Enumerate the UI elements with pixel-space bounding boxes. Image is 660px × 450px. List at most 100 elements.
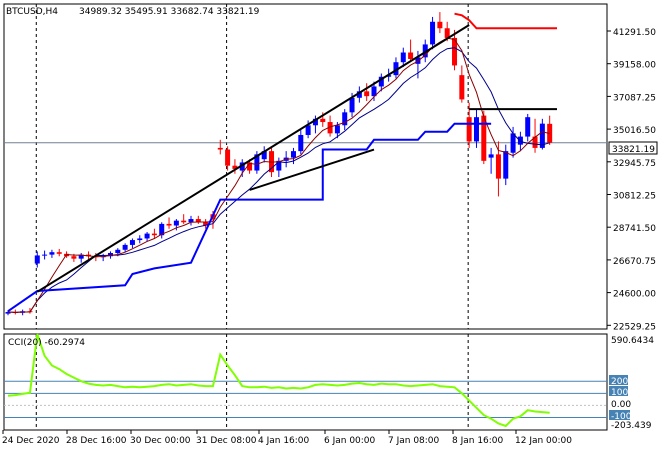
- candle-body: [305, 125, 311, 135]
- time-tick-label: 8 Jan 16:00: [452, 436, 504, 446]
- candle-body: [107, 253, 113, 257]
- level-0-label: 0.00: [611, 400, 631, 410]
- candle-body: [254, 154, 260, 171]
- candle-body: [151, 233, 157, 236]
- candle-body: [5, 312, 11, 314]
- time-tick-label: 31 Dec 08:00: [196, 436, 257, 446]
- candle-body: [356, 91, 362, 98]
- candle-body: [342, 112, 348, 126]
- candle-body: [115, 249, 121, 254]
- current-price-tag: [608, 141, 658, 155]
- candle-body: [459, 75, 465, 100]
- candle-body: [378, 76, 384, 87]
- candle-body: [349, 97, 355, 113]
- candle-body: [312, 118, 318, 126]
- candle-body: [430, 21, 436, 45]
- candle-body: [195, 219, 201, 223]
- price-grid: [4, 4, 607, 329]
- level-200-label: 200: [611, 377, 628, 387]
- candle-body: [34, 255, 40, 264]
- cci-line: [7, 333, 550, 428]
- time-tick-label: 12 Jan 00:00: [515, 436, 572, 446]
- candle-body: [525, 117, 531, 137]
- level-100-tag: [609, 386, 628, 396]
- price-tick-label: 28741.50: [613, 224, 656, 234]
- candle-body: [495, 154, 501, 179]
- candle-body: [517, 136, 523, 145]
- candle-body: [371, 86, 377, 97]
- candle-body: [539, 123, 545, 148]
- candle-body: [78, 254, 84, 259]
- candle-body: [49, 252, 55, 255]
- time-tick-label: 30 Dec 00:00: [130, 436, 191, 446]
- candle-body: [298, 134, 304, 152]
- price-tick-label: 41291.50: [613, 28, 656, 38]
- level-minus100-tag: [609, 410, 630, 420]
- candle-body: [203, 222, 209, 226]
- candle-body: [71, 256, 77, 259]
- current-price-label: 33821.19: [612, 145, 655, 155]
- candle-body: [217, 147, 223, 150]
- cci-min-label: -203.439: [611, 421, 652, 431]
- candle-body: [181, 220, 187, 223]
- candle-body: [481, 115, 487, 161]
- candle-body: [452, 37, 458, 66]
- time-tick-label: 4 Jan 16:00: [258, 436, 310, 446]
- candle-body: [247, 162, 253, 171]
- price-tick-label: 39158.00: [613, 61, 656, 71]
- candle-body: [532, 136, 538, 148]
- candle-body: [232, 165, 238, 169]
- price-tick-label: 30812.25: [613, 192, 656, 202]
- candle-body: [261, 151, 267, 160]
- resistance-step-line: [454, 12, 557, 30]
- candle-body: [334, 125, 340, 134]
- time-tick-label: 28 Dec 16:00: [66, 436, 127, 446]
- candle-body: [290, 151, 296, 158]
- candle-body: [488, 154, 494, 158]
- candle-body: [503, 151, 509, 179]
- trendline-2: [249, 148, 375, 191]
- symbol-label: BTCUSD,H4: [6, 7, 58, 17]
- price-tick-label: 32945.75: [613, 159, 656, 169]
- level-minus100-label: -100: [611, 412, 632, 422]
- candle-body: [473, 117, 479, 142]
- cci-max-label: 590.6434: [611, 336, 654, 346]
- candle-body: [510, 133, 516, 153]
- candle-body: [320, 118, 326, 123]
- fast-ma-line: [7, 37, 550, 313]
- candle-body: [466, 117, 472, 142]
- price-tick-label: 37087.25: [613, 93, 656, 103]
- candle-body: [159, 223, 165, 236]
- indicator-grid: [4, 334, 607, 430]
- candle-body: [408, 52, 414, 59]
- time-axis: 24 Dec 2020 28 Dec 16:00 30 Dec 00:00 31 De…: [2, 430, 572, 446]
- indicator-panel[interactable]: [3, 333, 608, 431]
- price-tick-label: 24600.00: [613, 290, 656, 300]
- candle-body: [129, 240, 135, 245]
- cci-label: CCI(20) -60.2974: [8, 338, 85, 348]
- price-tick-label: 22529.25: [613, 322, 656, 332]
- overlays-layer: [7, 12, 557, 313]
- candle-body: [422, 44, 428, 58]
- candle-body: [327, 122, 333, 134]
- candle-body: [393, 62, 399, 76]
- ohlc-label: 34989.32 35495.91 33682.74 33821.19: [79, 7, 260, 17]
- candle-body: [173, 220, 179, 226]
- price-panel[interactable]: [3, 3, 608, 330]
- price-axis: 41291.50 39158.00 37087.25 35016.50 32945.75…: [607, 28, 656, 332]
- level-100-label: 100: [611, 388, 628, 398]
- time-tick-label: 24 Dec 2020: [2, 436, 60, 446]
- indicator-layer: [7, 333, 550, 428]
- candle-body: [122, 244, 128, 250]
- candle-body: [386, 75, 392, 77]
- candle-body: [166, 223, 172, 226]
- candles-layer: [5, 12, 553, 316]
- candle-body: [276, 160, 282, 171]
- candle-body: [239, 162, 245, 171]
- candle-body: [144, 233, 150, 239]
- price-tick-label: 35016.50: [613, 126, 656, 136]
- candle-body: [364, 91, 370, 97]
- candle-body: [400, 52, 406, 63]
- candle-body: [444, 28, 450, 38]
